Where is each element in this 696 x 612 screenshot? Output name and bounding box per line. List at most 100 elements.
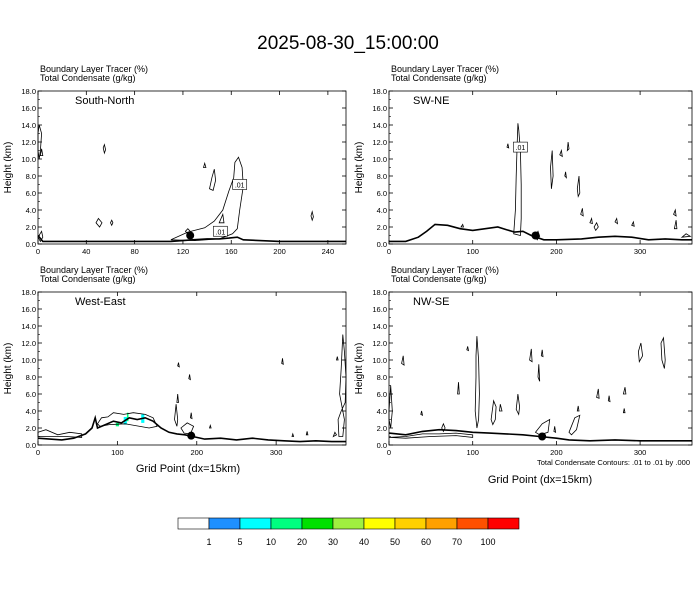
panel-header-condensate: Total Condensate (g/kg)	[40, 73, 136, 83]
condensate-contour	[310, 210, 314, 222]
condensate-contour	[388, 432, 474, 439]
y-tick-label: 2.0	[377, 223, 387, 232]
plot-frame	[37, 291, 347, 446]
colorbar-label: 50	[390, 537, 400, 547]
y-tick-label: 2.0	[26, 424, 36, 433]
contour-label: .01	[516, 145, 526, 152]
x-tick-label: 200	[273, 247, 286, 256]
y-tick-label: 10.0	[21, 155, 36, 164]
x-axis-label-right: Grid Point (dx=15km)	[488, 474, 592, 486]
condensate-contour	[176, 393, 179, 403]
panel-header-tracer: Boundary Layer Tracer (%)	[40, 64, 148, 74]
panel-header-tracer: Boundary Layer Tracer (%)	[391, 64, 499, 74]
condensate-contour	[177, 362, 180, 368]
condensate-contour	[566, 141, 570, 152]
condensate-contour	[515, 393, 521, 416]
condensate-contour	[208, 424, 212, 429]
panel-sw-ne: Boundary Layer Tracer (%)Total Condensat…	[354, 64, 693, 256]
condensate-contour	[441, 422, 446, 433]
condensate-contour	[499, 404, 503, 412]
condensate-contour	[673, 220, 678, 230]
condensate-contour	[420, 410, 424, 417]
condensate-contour	[209, 169, 217, 191]
y-tick-label: 10.0	[372, 155, 387, 164]
condensate-contour	[218, 212, 225, 224]
y-tick-label: 6.0	[26, 189, 36, 198]
y-tick-label: 16.0	[372, 104, 387, 113]
condensate-contour	[96, 412, 158, 429]
location-dot	[186, 231, 195, 240]
condensate-contour	[335, 356, 339, 361]
contour-label: .01	[216, 229, 226, 236]
contour-label-box	[232, 179, 248, 190]
condensate-contour	[673, 208, 677, 217]
colorbar-swatch	[487, 517, 520, 530]
condensate-contour	[184, 228, 191, 235]
y-tick-label: 8.0	[26, 373, 36, 382]
terrain-line	[37, 414, 346, 443]
y-tick-label: 4.0	[26, 407, 36, 416]
colorbar-label: 10	[266, 537, 276, 547]
condensate-contour	[388, 385, 393, 429]
colorbar-label: 100	[480, 537, 495, 547]
y-tick-label: 14.0	[21, 322, 36, 331]
condensate-contour	[305, 431, 309, 436]
colorbar-swatch	[425, 517, 458, 530]
y-tick-label: 6.0	[377, 390, 387, 399]
condensate-contour	[39, 148, 44, 157]
condensate-contour	[550, 150, 554, 189]
contour-label-box	[213, 225, 228, 237]
y-tick-label: 12.0	[372, 138, 387, 147]
plot-frame	[37, 90, 347, 245]
condensate-contour	[474, 336, 480, 429]
condensate-contour	[466, 346, 470, 352]
condensate-contour	[332, 431, 338, 438]
x-tick-label: 200	[191, 448, 204, 457]
y-tick-label: 4.0	[26, 206, 36, 215]
y-tick-label: 0.0	[377, 441, 387, 450]
figure-title: 2025-08-30_15:00:00	[257, 33, 439, 54]
condensate-contour	[660, 336, 666, 369]
y-tick-label: 10.0	[372, 356, 387, 365]
condensate-contour	[576, 405, 580, 412]
colorbar: 1 5 10 20 30 40 50 60 70 100	[177, 517, 520, 547]
y-axis-label: Height (km)	[354, 343, 365, 395]
y-tick-label: 18.0	[21, 288, 36, 297]
condensate-contour	[490, 399, 497, 426]
panel-header-condensate: Total Condensate (g/kg)	[40, 274, 136, 284]
condensate-contour	[580, 208, 584, 217]
y-tick-label: 16.0	[372, 305, 387, 314]
condensate-contour	[576, 175, 581, 198]
x-tick-label: 0	[387, 448, 391, 457]
colorbar-swatch	[208, 517, 241, 530]
x-tick-label: 0	[36, 448, 40, 457]
condensate-contour	[95, 217, 103, 228]
colorbar-swatch	[363, 517, 396, 530]
condensate-contour	[37, 429, 83, 438]
condensate-contour	[529, 348, 533, 363]
condensate-contour	[170, 156, 244, 242]
colorbar-swatch	[394, 517, 427, 530]
colorbar-swatch	[177, 517, 210, 530]
y-tick-label: 18.0	[21, 87, 36, 96]
x-tick-label: 200	[550, 448, 563, 457]
location-dot	[187, 431, 196, 440]
condensate-contour	[37, 230, 44, 243]
tracer-shading	[115, 422, 119, 427]
y-tick-label: 14.0	[21, 121, 36, 130]
y-tick-label: 0.0	[377, 240, 387, 249]
y-tick-label: 12.0	[21, 339, 36, 348]
condensate-contour	[622, 408, 626, 414]
panel-header-condensate: Total Condensate (g/kg)	[391, 274, 487, 284]
colorbar-label: 60	[421, 537, 431, 547]
panel-header-tracer: Boundary Layer Tracer (%)	[391, 265, 499, 275]
contour-note: Total Condensate Contours: .01 to .01 by…	[537, 458, 690, 467]
x-tick-label: 200	[550, 247, 563, 256]
panel-nw-se: Boundary Layer Tracer (%)Total Condensat…	[354, 265, 693, 457]
panel-west-east: Boundary Layer Tracer (%)Total Condensat…	[3, 265, 347, 457]
y-axis-label: Height (km)	[3, 142, 14, 194]
condensate-contour	[589, 216, 593, 225]
condensate-contour	[102, 143, 107, 155]
plot-frame	[388, 90, 693, 245]
y-tick-label: 4.0	[377, 407, 387, 416]
